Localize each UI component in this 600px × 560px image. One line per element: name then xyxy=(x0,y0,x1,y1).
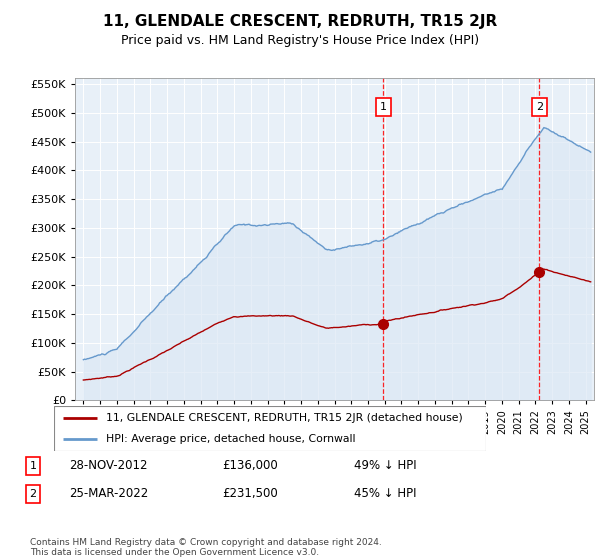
Text: 49% ↓ HPI: 49% ↓ HPI xyxy=(354,459,416,473)
Text: Price paid vs. HM Land Registry's House Price Index (HPI): Price paid vs. HM Land Registry's House … xyxy=(121,34,479,46)
Text: 2: 2 xyxy=(536,102,543,112)
FancyBboxPatch shape xyxy=(54,406,486,451)
Text: £231,500: £231,500 xyxy=(222,487,278,501)
Text: £136,000: £136,000 xyxy=(222,459,278,473)
Text: Contains HM Land Registry data © Crown copyright and database right 2024.
This d: Contains HM Land Registry data © Crown c… xyxy=(30,538,382,557)
Text: 45% ↓ HPI: 45% ↓ HPI xyxy=(354,487,416,501)
Text: 25-MAR-2022: 25-MAR-2022 xyxy=(69,487,148,501)
Text: 1: 1 xyxy=(380,102,387,112)
Text: 2: 2 xyxy=(29,489,37,499)
Text: 1: 1 xyxy=(29,461,37,471)
Text: HPI: Average price, detached house, Cornwall: HPI: Average price, detached house, Corn… xyxy=(106,433,355,444)
Text: 11, GLENDALE CRESCENT, REDRUTH, TR15 2JR (detached house): 11, GLENDALE CRESCENT, REDRUTH, TR15 2JR… xyxy=(106,413,463,423)
Text: 11, GLENDALE CRESCENT, REDRUTH, TR15 2JR: 11, GLENDALE CRESCENT, REDRUTH, TR15 2JR xyxy=(103,14,497,29)
Text: 28-NOV-2012: 28-NOV-2012 xyxy=(69,459,148,473)
